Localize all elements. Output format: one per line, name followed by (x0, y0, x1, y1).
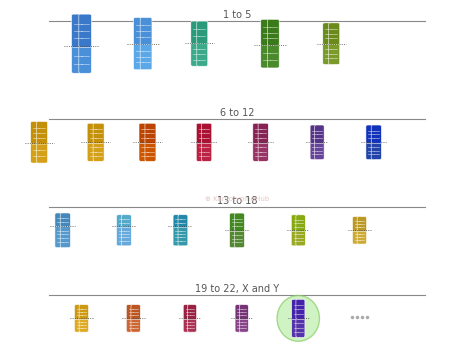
FancyBboxPatch shape (79, 317, 89, 332)
FancyBboxPatch shape (258, 141, 268, 161)
FancyBboxPatch shape (329, 23, 340, 45)
FancyBboxPatch shape (197, 21, 208, 44)
FancyBboxPatch shape (296, 229, 305, 246)
Text: 6 to 12: 6 to 12 (220, 108, 254, 118)
FancyBboxPatch shape (229, 213, 239, 231)
FancyBboxPatch shape (310, 141, 319, 159)
FancyBboxPatch shape (121, 225, 131, 246)
FancyBboxPatch shape (140, 18, 152, 45)
Text: 1 to 5: 1 to 5 (223, 10, 251, 20)
FancyBboxPatch shape (55, 225, 65, 247)
FancyBboxPatch shape (121, 215, 131, 227)
FancyBboxPatch shape (134, 18, 146, 45)
FancyBboxPatch shape (197, 42, 208, 66)
Text: 13 to 18: 13 to 18 (217, 196, 257, 206)
FancyBboxPatch shape (131, 317, 140, 332)
FancyBboxPatch shape (79, 45, 91, 73)
FancyBboxPatch shape (291, 229, 301, 246)
FancyBboxPatch shape (178, 225, 188, 246)
FancyBboxPatch shape (296, 215, 305, 231)
FancyBboxPatch shape (235, 317, 244, 332)
FancyBboxPatch shape (139, 141, 150, 161)
FancyBboxPatch shape (258, 123, 268, 143)
FancyBboxPatch shape (131, 305, 140, 320)
FancyBboxPatch shape (323, 23, 334, 45)
FancyBboxPatch shape (296, 317, 305, 337)
FancyBboxPatch shape (357, 229, 366, 244)
FancyBboxPatch shape (235, 229, 245, 247)
FancyBboxPatch shape (371, 125, 382, 143)
FancyBboxPatch shape (145, 141, 156, 161)
FancyBboxPatch shape (188, 317, 197, 332)
FancyBboxPatch shape (229, 229, 239, 247)
FancyBboxPatch shape (329, 43, 340, 65)
FancyBboxPatch shape (201, 123, 212, 143)
Ellipse shape (277, 295, 319, 341)
FancyBboxPatch shape (201, 141, 212, 161)
FancyBboxPatch shape (310, 125, 319, 143)
FancyBboxPatch shape (366, 125, 376, 143)
FancyBboxPatch shape (55, 213, 65, 227)
FancyBboxPatch shape (371, 141, 382, 159)
FancyBboxPatch shape (315, 125, 324, 143)
FancyBboxPatch shape (139, 123, 150, 143)
FancyBboxPatch shape (117, 225, 127, 246)
Text: ⊕ KaryotypingHub: ⊕ KaryotypingHub (205, 196, 269, 202)
FancyBboxPatch shape (267, 20, 279, 45)
FancyBboxPatch shape (296, 299, 305, 320)
FancyBboxPatch shape (188, 305, 197, 320)
FancyBboxPatch shape (183, 317, 192, 332)
FancyBboxPatch shape (134, 43, 146, 70)
FancyBboxPatch shape (292, 299, 301, 320)
Text: 19 to 22, X and Y: 19 to 22, X and Y (195, 284, 279, 294)
FancyBboxPatch shape (79, 305, 89, 320)
FancyBboxPatch shape (74, 305, 84, 320)
FancyBboxPatch shape (261, 20, 273, 45)
FancyBboxPatch shape (93, 141, 104, 161)
FancyBboxPatch shape (36, 121, 47, 144)
FancyBboxPatch shape (353, 229, 362, 244)
FancyBboxPatch shape (140, 43, 152, 70)
FancyBboxPatch shape (60, 213, 70, 227)
FancyBboxPatch shape (253, 141, 263, 161)
FancyBboxPatch shape (79, 14, 91, 47)
FancyBboxPatch shape (36, 142, 47, 163)
FancyBboxPatch shape (87, 123, 98, 143)
FancyBboxPatch shape (315, 141, 324, 159)
FancyBboxPatch shape (60, 225, 70, 247)
FancyBboxPatch shape (31, 142, 42, 163)
FancyBboxPatch shape (261, 44, 273, 68)
FancyBboxPatch shape (196, 123, 207, 143)
FancyBboxPatch shape (353, 217, 362, 231)
FancyBboxPatch shape (357, 217, 366, 231)
FancyBboxPatch shape (74, 317, 84, 332)
FancyBboxPatch shape (145, 123, 156, 143)
FancyBboxPatch shape (366, 141, 376, 159)
FancyBboxPatch shape (291, 215, 301, 231)
FancyBboxPatch shape (72, 14, 84, 47)
FancyBboxPatch shape (235, 213, 245, 231)
FancyBboxPatch shape (323, 43, 334, 65)
FancyBboxPatch shape (253, 123, 263, 143)
FancyBboxPatch shape (292, 317, 301, 337)
FancyBboxPatch shape (239, 305, 248, 320)
FancyBboxPatch shape (239, 317, 248, 332)
FancyBboxPatch shape (196, 141, 207, 161)
FancyBboxPatch shape (267, 44, 279, 68)
FancyBboxPatch shape (178, 215, 188, 227)
FancyBboxPatch shape (191, 42, 202, 66)
FancyBboxPatch shape (93, 123, 104, 143)
FancyBboxPatch shape (31, 121, 42, 144)
FancyBboxPatch shape (235, 305, 244, 320)
FancyBboxPatch shape (117, 215, 127, 227)
FancyBboxPatch shape (127, 317, 136, 332)
FancyBboxPatch shape (173, 215, 183, 227)
FancyBboxPatch shape (127, 305, 136, 320)
FancyBboxPatch shape (72, 45, 84, 73)
FancyBboxPatch shape (191, 21, 202, 44)
FancyBboxPatch shape (87, 141, 98, 161)
FancyBboxPatch shape (183, 305, 192, 320)
FancyBboxPatch shape (173, 225, 183, 246)
